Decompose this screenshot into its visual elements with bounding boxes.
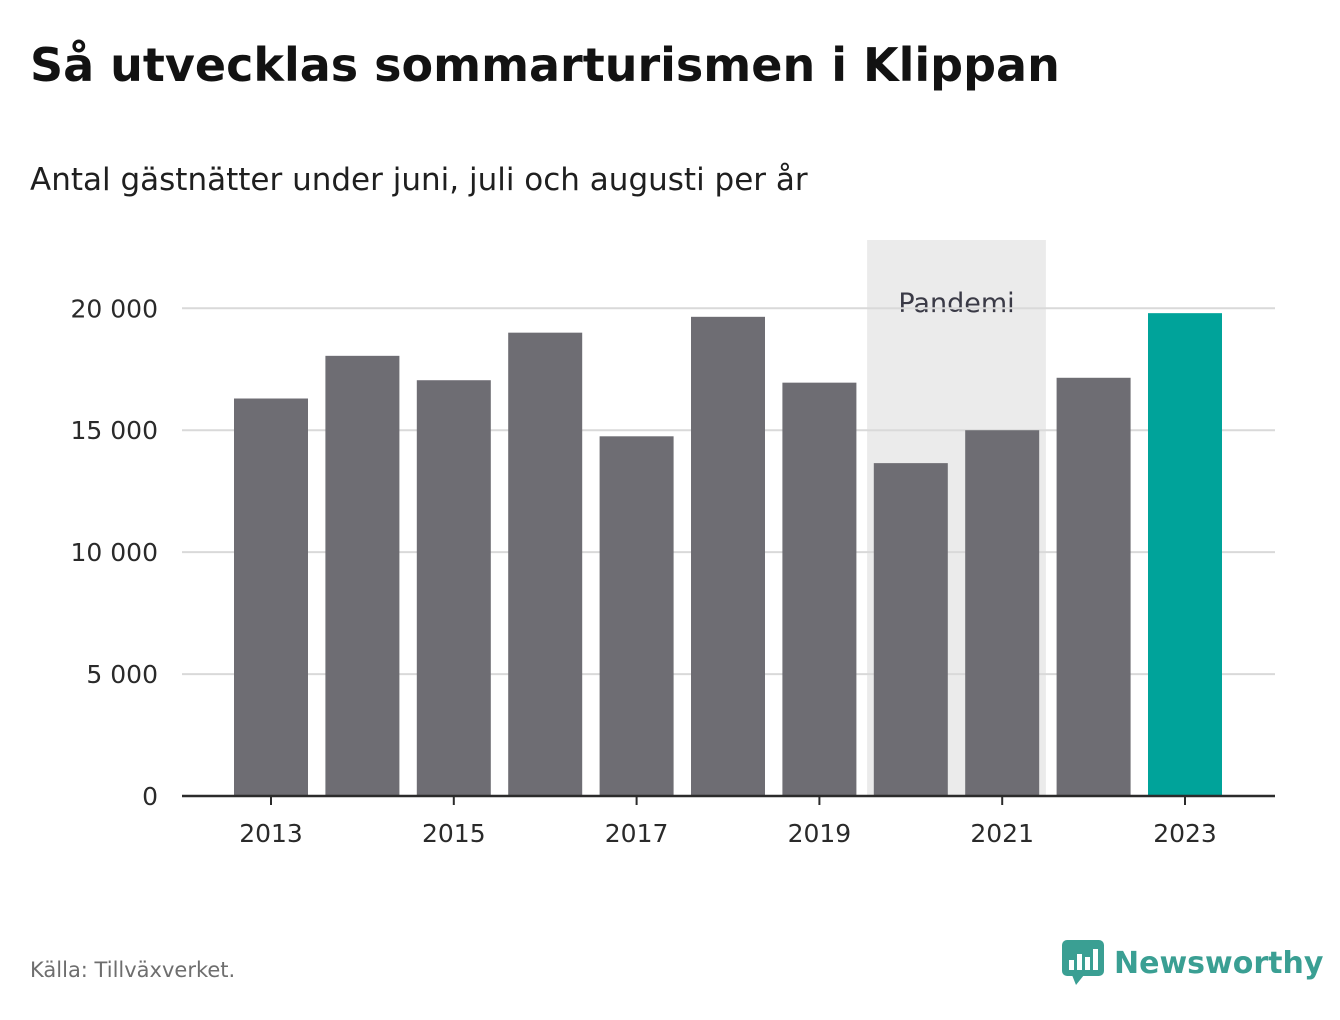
y-tick-label: 5 000 (86, 660, 158, 689)
bar-2018 (691, 316, 765, 796)
x-tick-label: 2019 (788, 819, 852, 848)
bar-2013 (234, 398, 308, 796)
bar-2019 (782, 382, 857, 796)
y-tick-label: 0 (142, 782, 158, 811)
x-tick-label: 2015 (422, 819, 486, 848)
bar-chart: Pandemi 0 5 000 10 000 15 000 20 000 2013 2015… (71, 240, 1275, 848)
x-tick-label: 2017 (605, 819, 669, 848)
x-tick-label: 2013 (239, 819, 303, 848)
y-tick-label: 15 000 (71, 416, 158, 445)
bar-2017 (599, 436, 674, 796)
source-note: Källa: Tillväxverket. (30, 958, 236, 982)
bar-2016 (508, 332, 583, 796)
bar-2022 (1056, 377, 1131, 796)
chart-subtitle: Antal gästnätter under juni, juli och au… (30, 162, 808, 198)
bar-2014 (325, 355, 400, 796)
bar-2015 (416, 380, 491, 796)
y-tick-label: 20 000 (71, 294, 158, 323)
y-tick-label: 10 000 (71, 538, 158, 567)
brand-logo[interactable]: Newsworthy (1062, 940, 1323, 986)
bar-2021 (965, 430, 1040, 796)
chart-title: Så utvecklas sommarturismen i Klippan (30, 38, 1060, 92)
pandemic-label: Pandemi (898, 288, 1014, 319)
bar-2020 (873, 463, 948, 796)
brand-name: Newsworthy (1114, 945, 1324, 981)
newsworthy-logo-icon (1062, 940, 1104, 985)
x-tick-label: 2023 (1153, 819, 1217, 848)
x-tick-label: 2021 (970, 819, 1034, 848)
bar-2023 (1148, 313, 1222, 796)
